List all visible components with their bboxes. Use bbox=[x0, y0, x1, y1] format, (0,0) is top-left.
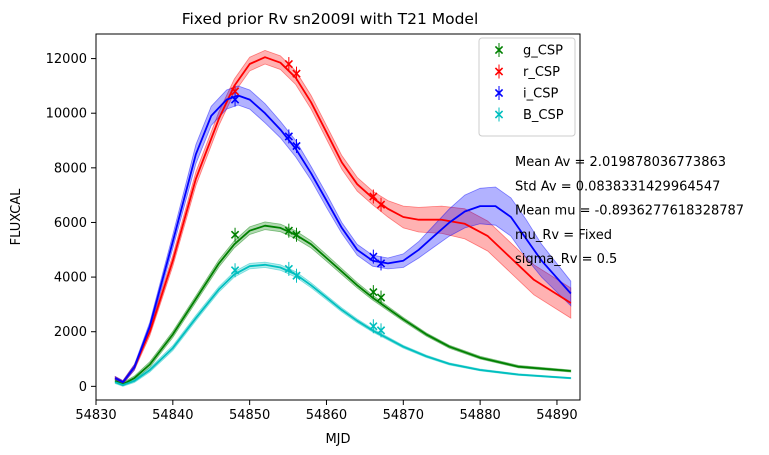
i-csp-observation-point bbox=[284, 129, 293, 144]
model-lines bbox=[114, 56, 572, 386]
y-axis-title: FLUXCAL bbox=[9, 188, 24, 246]
b-csp-observation-point bbox=[376, 323, 386, 338]
g-csp-observation-point bbox=[284, 223, 293, 238]
x-axis-ticks: 54830 54840 54850 54860 54870 54880 54890 bbox=[75, 400, 578, 423]
uncertainty-bands bbox=[114, 49, 572, 387]
g-csp-model-band bbox=[114, 221, 572, 387]
legend-marker-i-csp bbox=[494, 86, 504, 100]
x-tick-label: 54860 bbox=[306, 408, 347, 423]
annotation-line: mu_Rv = Fixed bbox=[515, 228, 612, 243]
g-csp-model-line bbox=[114, 224, 571, 386]
g-csp-observation-point bbox=[376, 290, 386, 305]
legend-label-g-csp: g_CSP bbox=[523, 44, 563, 59]
legend-label-b-csp: B_CSP bbox=[523, 108, 564, 123]
x-tick-label: 54890 bbox=[536, 408, 577, 423]
x-tick-label: 54880 bbox=[459, 408, 500, 423]
annotation-line: Mean mu = -0.8936277618328787 bbox=[515, 204, 744, 219]
r-csp-observation-point bbox=[284, 57, 293, 72]
i-csp-model-line bbox=[114, 94, 572, 384]
legend-marker-b-csp bbox=[494, 107, 504, 122]
annotation-line: sigma_Rv = 0.5 bbox=[515, 252, 617, 267]
b-csp-model-line bbox=[114, 263, 571, 386]
b-csp-model-band bbox=[114, 261, 572, 387]
b-csp-observation-point bbox=[292, 268, 301, 283]
legend: g_CSP r_CSP i_CSP B_CSP bbox=[478, 37, 576, 137]
i-csp-observation-point bbox=[369, 249, 378, 264]
annotation-line: Mean Av = 2.019878036773863 bbox=[515, 155, 726, 170]
i-csp-model-band bbox=[114, 85, 572, 385]
legend-marker-g-csp bbox=[494, 43, 504, 57]
fit-annotations: Mean Av = 2.019878036773863 Std Av = 0.08… bbox=[515, 155, 744, 267]
b-csp-observation-point bbox=[284, 261, 293, 276]
y-tick-label: 6000 bbox=[54, 216, 87, 231]
x-tick-label: 54870 bbox=[383, 408, 424, 423]
g-csp-observation-point bbox=[292, 227, 301, 242]
y-tick-label: 2000 bbox=[54, 325, 87, 340]
r-csp-observation-point bbox=[292, 66, 301, 81]
r-csp-model-band bbox=[114, 49, 572, 385]
y-tick-label: 10000 bbox=[46, 107, 87, 122]
r-csp-model-line bbox=[114, 56, 572, 384]
y-tick-label: 8000 bbox=[54, 161, 87, 176]
i-csp-observation-point bbox=[292, 138, 301, 153]
legend-label-i-csp: i_CSP bbox=[523, 87, 558, 102]
chart-title: Fixed prior Rv sn2009I with T21 Model bbox=[182, 10, 479, 28]
g-csp-observation-point bbox=[369, 285, 378, 300]
legend-label-r-csp: r_CSP bbox=[523, 65, 560, 80]
x-tick-label: 54830 bbox=[75, 408, 116, 423]
x-tick-label: 54840 bbox=[152, 408, 193, 423]
b-csp-observation-point bbox=[369, 319, 378, 334]
i-csp-observation-point bbox=[376, 256, 386, 271]
annotation-line: Std Av = 0.0838331429964547 bbox=[515, 179, 720, 194]
g-csp-observation-point bbox=[230, 227, 240, 242]
plot-area-frame bbox=[95, 33, 581, 401]
i-csp-observation-point bbox=[230, 92, 240, 107]
r-csp-observation-point bbox=[376, 197, 386, 212]
y-tick-label: 0 bbox=[79, 380, 87, 395]
legend-marker-r-csp bbox=[494, 64, 504, 79]
y-tick-label: 4000 bbox=[54, 271, 87, 286]
observation-points bbox=[230, 57, 386, 338]
y-tick-label: 12000 bbox=[46, 52, 87, 67]
x-axis-title: MJD bbox=[325, 432, 350, 447]
b-csp-observation-point bbox=[230, 263, 240, 278]
y-axis-ticks: 0 2000 4000 6000 8000 10000 12000 bbox=[46, 52, 96, 395]
x-tick-label: 54850 bbox=[229, 408, 270, 423]
r-csp-observation-point bbox=[369, 189, 378, 204]
